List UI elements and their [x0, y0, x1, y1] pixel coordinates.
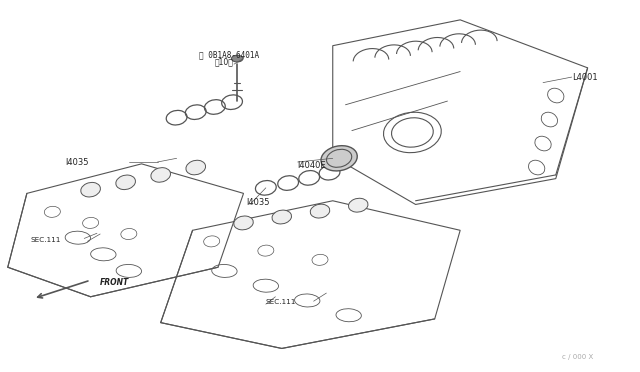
Text: SEC.111: SEC.111 [30, 237, 60, 243]
Text: （10）: （10） [215, 58, 234, 67]
Text: Ⓑ 0B1A8-6401A: Ⓑ 0B1A8-6401A [199, 51, 259, 60]
Ellipse shape [310, 204, 330, 218]
Ellipse shape [186, 160, 205, 175]
Ellipse shape [81, 182, 100, 197]
Text: l4035: l4035 [246, 198, 270, 207]
Ellipse shape [151, 168, 170, 182]
Text: SEC.111: SEC.111 [266, 299, 296, 305]
Ellipse shape [349, 198, 368, 212]
Text: FRONT: FRONT [100, 278, 129, 287]
Text: L4001: L4001 [572, 73, 597, 81]
Ellipse shape [232, 55, 243, 62]
Text: l4040E: l4040E [298, 161, 326, 170]
Ellipse shape [321, 146, 357, 171]
Ellipse shape [234, 216, 253, 230]
Text: c / 000 X: c / 000 X [562, 353, 593, 360]
Ellipse shape [116, 175, 136, 190]
Text: l4035: l4035 [65, 157, 88, 167]
Ellipse shape [272, 210, 291, 224]
